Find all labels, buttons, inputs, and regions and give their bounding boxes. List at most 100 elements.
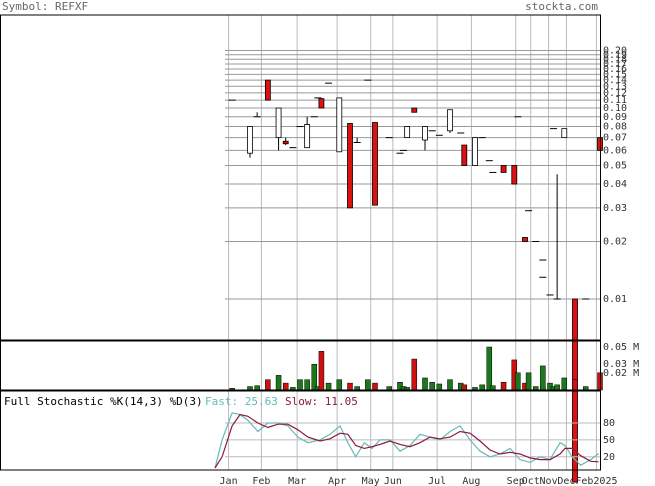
y-tick-label: 0.06 [603, 145, 627, 156]
volume-bar [411, 358, 418, 391]
panel-border [0, 390, 601, 471]
legend-entry: Fast: 25.63 [205, 395, 278, 408]
panel-border [0, 14, 601, 341]
volume-bar [275, 375, 282, 391]
candle-body [422, 126, 428, 141]
volume-bar [436, 383, 443, 391]
y-tick-label: 0.01 [603, 294, 627, 305]
candle-body [372, 122, 378, 206]
volume-bar [297, 379, 303, 391]
y-tick-label: 0.18 [603, 54, 627, 65]
y-tick-label: 0.12 [603, 88, 627, 99]
x-tick-label: Nov [540, 476, 558, 486]
y-tick-label: 0.04 [603, 179, 627, 190]
candle-body [304, 124, 311, 149]
volume-bar [540, 365, 546, 391]
volume-bar [254, 385, 260, 391]
candle-body [522, 237, 528, 242]
volume-bar [282, 382, 289, 391]
volume-bar [247, 386, 253, 391]
y-tick-label: 0.05 M [603, 342, 639, 353]
volume-bar [515, 372, 521, 391]
y-tick-label: 0.03 M [603, 359, 639, 370]
site: stockta.com [525, 0, 598, 13]
volume-bar [525, 372, 532, 391]
candle-body [318, 98, 325, 109]
volume-bar [311, 363, 318, 391]
y-tick-label: 50 [603, 435, 615, 446]
candle-body [282, 140, 289, 145]
panel-title: Full Stochastic %K(14,3) %D(3) [4, 395, 203, 408]
volume-bar [532, 386, 539, 391]
candle-body [561, 128, 568, 139]
candle-body [461, 144, 468, 166]
x-tick-label: Dec [557, 476, 575, 486]
volume-bar [582, 386, 589, 391]
candle-body [264, 79, 271, 101]
candle-body [336, 97, 343, 153]
candle-body [411, 107, 418, 113]
volume-bar [479, 384, 485, 391]
volume-bar [386, 386, 393, 391]
candle-body [404, 126, 411, 139]
x-tick-label: Feb [252, 476, 270, 486]
volume-bar [500, 382, 507, 391]
volume-bar [354, 386, 360, 391]
volume-bar [265, 379, 271, 391]
symbol: Symbol: REFXF [2, 0, 88, 13]
volume-bar [304, 379, 310, 391]
y-tick-label: 0.19 [603, 50, 627, 61]
candle-body [247, 126, 253, 154]
y-tick-label: 0.08 [603, 122, 627, 133]
y-tick-label: 0.02 M [603, 368, 639, 379]
candle-body [511, 165, 518, 185]
y-tick-label: 0.05 [603, 161, 627, 172]
y-tick-label: 0.20 [603, 46, 627, 57]
x-tick-label: Sep [507, 476, 525, 486]
volume-bar [372, 382, 378, 391]
y-tick-label: 0.03 [603, 203, 627, 214]
stochastic-line [214, 412, 599, 469]
volume-bar [490, 385, 496, 391]
volume-bar [318, 351, 325, 391]
x-tick-label: Aug [462, 476, 480, 486]
candle-body [500, 165, 507, 173]
y-tick-label: 0.14 [603, 75, 627, 86]
volume-bar [561, 377, 568, 391]
y-tick-label: 80 [603, 418, 615, 429]
candle-body [347, 123, 353, 209]
volume-bar [461, 384, 468, 391]
y-tick-label: 0.13 [603, 81, 627, 92]
volume-bar [572, 379, 578, 391]
x-tick-label: Oct [522, 476, 540, 486]
volume-bar [447, 379, 453, 391]
candle-body [447, 109, 453, 132]
y-tick-label: 0.10 [603, 103, 627, 114]
volume-bar [554, 384, 560, 391]
volume-bar [486, 346, 493, 391]
y-tick-label: 0.15 [603, 69, 627, 80]
x-tick-label: Apr [328, 476, 346, 486]
y-tick-label: 0.07 [603, 133, 627, 144]
y-tick-label: 0.02 [603, 237, 627, 248]
candle-body [472, 137, 478, 166]
volume-bar [325, 382, 332, 391]
stochastic-line [214, 413, 599, 469]
y-tick-label: 0.17 [603, 59, 627, 70]
volume-bar [336, 379, 343, 391]
legend-entry: Slow: 11.05 [285, 395, 358, 408]
y-tick-label: 20 [603, 452, 615, 463]
x-tick-label: Mar [288, 476, 306, 486]
volume-bar [429, 382, 435, 391]
y-tick-label: 0.11 [603, 95, 627, 106]
x-tick-label: Jun [384, 476, 402, 486]
y-tick-label: 0.09 [603, 112, 627, 123]
x-tick-label: Jul [428, 476, 446, 486]
candle-body [275, 107, 282, 139]
panel-border [0, 340, 601, 391]
volume-bar [422, 377, 428, 391]
volume-bar [347, 382, 353, 391]
x-tick-label: May [362, 476, 380, 486]
